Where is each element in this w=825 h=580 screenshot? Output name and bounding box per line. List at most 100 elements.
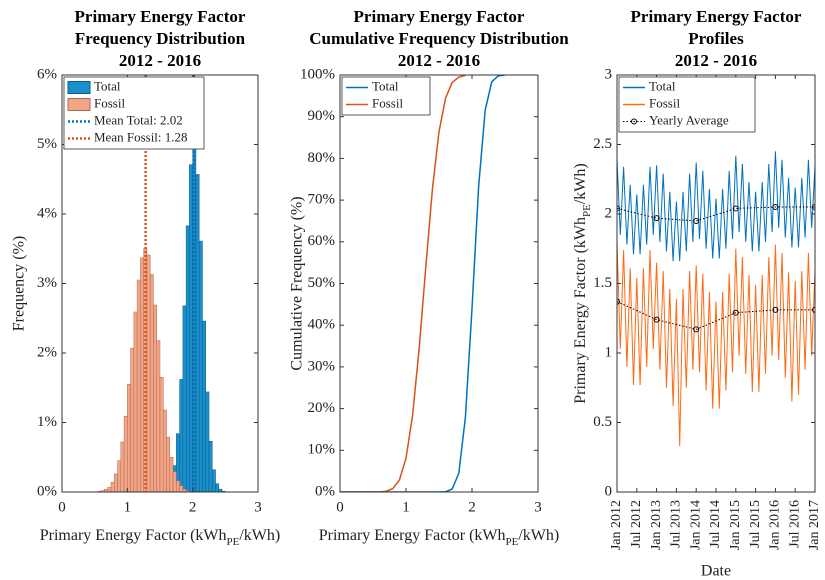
axes-box: [61, 74, 259, 493]
y-tick-label: 10%: [308, 442, 336, 458]
x-tick-label: Jan 2017: [807, 500, 822, 550]
histogram-bar: [195, 174, 200, 492]
legend-label: Total: [372, 78, 399, 93]
histogram-bar: [182, 305, 187, 492]
histogram-bar: [176, 480, 180, 492]
x-axis-label-sub: PE: [506, 536, 519, 548]
y-tick-label: 3%: [37, 275, 57, 291]
x-tick-label: Jan 2012: [609, 500, 624, 550]
histogram-bar: [130, 347, 135, 492]
chart-title: Profiles: [688, 29, 744, 48]
data-line: [340, 75, 506, 492]
histogram-bar: [198, 240, 203, 492]
histogram-bar: [208, 441, 213, 492]
histogram-bar: [215, 483, 220, 492]
x-tick-label: 1: [402, 499, 410, 515]
average-marker: [653, 316, 660, 323]
y-tick-label: 4%: [37, 205, 57, 221]
y-tick-label: 1%: [37, 414, 57, 430]
x-tick-label: Jul 2016: [787, 500, 802, 548]
average-marker: [732, 205, 739, 212]
x-tick-label: 1: [124, 499, 132, 515]
y-tick-label: 70%: [308, 192, 336, 208]
x-tick-label: Jul 2015: [748, 500, 763, 548]
y-tick-label: 40%: [308, 317, 336, 333]
x-axis-label-main: Primary Energy Factor (kWh: [40, 527, 227, 544]
y-axis-label: Primary Energy Factor (kWhPE/kWh): [572, 163, 593, 403]
x-tick-label: 0: [58, 499, 66, 515]
histogram-bar: [153, 304, 157, 492]
y-tick-label: 80%: [308, 150, 336, 166]
data-line: [340, 75, 466, 492]
histogram-bar: [159, 377, 164, 492]
average-marker: [772, 204, 779, 211]
x-axis-label-end: /kWh): [239, 527, 280, 544]
average-marker: [772, 306, 779, 313]
plot-area: [617, 151, 815, 447]
x-axis-label: Date: [701, 563, 731, 580]
y-tick-label: 2: [605, 205, 613, 221]
chart-title: Primary Energy Factor: [631, 7, 802, 26]
histogram-bar: [149, 274, 154, 492]
y-axis-label: Cumulative Frequency (%): [289, 196, 306, 370]
histogram-bar: [163, 409, 167, 492]
legend-swatch: [67, 98, 91, 111]
histogram-bar: [136, 279, 141, 492]
y-tick-label: 100%: [300, 66, 335, 82]
chart-title: 2012 - 2016: [398, 51, 480, 70]
average-marker: [732, 309, 739, 316]
histogram-bar: [205, 391, 210, 492]
x-axis-label-sub: PE: [227, 536, 240, 548]
chart-title: Frequency Distribution: [75, 29, 246, 48]
average-marker: [653, 215, 660, 222]
legend: Total Fossil Yearly Average: [618, 76, 756, 133]
x-axis-label-end: /kWh): [518, 527, 559, 544]
histogram-bar: [156, 340, 161, 492]
legend-label: Total: [649, 78, 676, 93]
y-tick-label: 30%: [308, 358, 336, 374]
average-marker: [693, 217, 700, 224]
y-axis-label: Frequency (%): [11, 236, 28, 332]
y-tick-label: 0: [605, 483, 613, 499]
x-tick-label: 0: [336, 499, 344, 515]
legend-label: Fossil: [372, 95, 403, 110]
x-tick-label: Jan 2015: [728, 500, 743, 550]
data-line: [617, 151, 815, 262]
histogram-bar: [202, 320, 206, 492]
legend-label: Yearly Average: [649, 112, 729, 127]
y-tick-label: 0%: [37, 483, 57, 499]
histogram-bar: [127, 384, 131, 492]
y-axis-label-sub: PE: [581, 204, 593, 217]
legend-box: [341, 76, 431, 116]
x-tick-label: 2: [468, 499, 476, 515]
chart-title: Cumulative Frequency Distribution: [309, 29, 569, 48]
histogram-bar: [107, 486, 112, 492]
y-tick-label: 6%: [37, 66, 57, 82]
x-tick-label: Jul 2013: [669, 500, 684, 548]
histogram-bar: [172, 471, 177, 492]
chart-title: Primary Energy Factor: [75, 7, 246, 26]
y-axis-label-end: /kWh): [572, 163, 589, 204]
x-tick-label: Jul 2012: [629, 500, 644, 548]
data-line: [617, 241, 815, 447]
x-tick-label: Jan 2016: [768, 500, 783, 550]
histogram-bar: [114, 473, 118, 492]
legend-label: Fossil: [94, 95, 125, 110]
legend-label: Total: [94, 78, 121, 93]
x-tick-label: 2: [189, 499, 197, 515]
histogram-bar: [146, 254, 151, 492]
legend-swatch-marker: [631, 118, 637, 125]
y-tick-label: 90%: [308, 108, 336, 124]
legend-label: Fossil: [649, 95, 680, 110]
axes-box: [339, 74, 539, 493]
legend: Total Fossil: [341, 76, 431, 116]
average-marker: [617, 205, 620, 212]
plot-area: [97, 75, 226, 492]
chart-title: 2012 - 2016: [119, 51, 201, 70]
x-axis-label-main: Primary Energy Factor (kWh: [319, 527, 506, 544]
average-marker: [812, 204, 815, 211]
y-tick-label: 2%: [37, 344, 57, 360]
histogram-bar: [212, 469, 216, 492]
chart-title: Primary Energy Factor: [354, 7, 525, 26]
